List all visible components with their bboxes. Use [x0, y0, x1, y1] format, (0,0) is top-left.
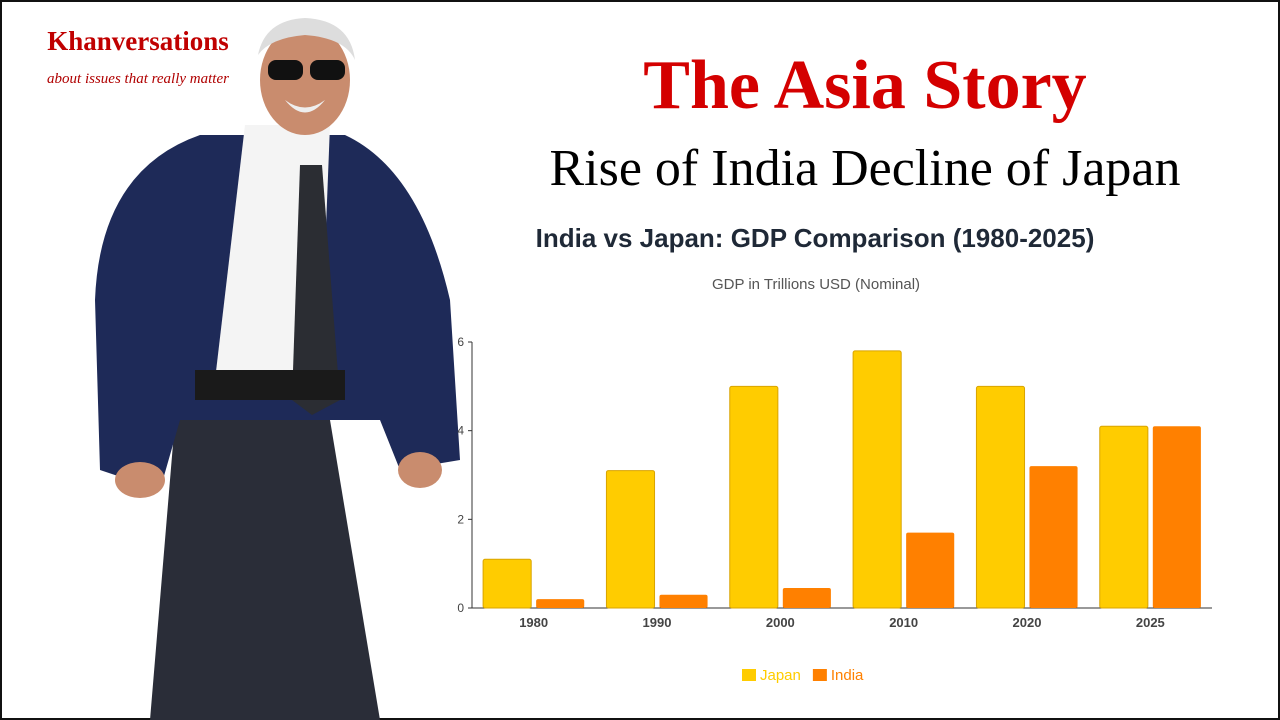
y-tick-label: 2 — [457, 512, 464, 526]
x-tick-label: 2020 — [1013, 615, 1042, 630]
chart-subtitle: GDP in Trillions USD (Nominal) — [712, 276, 920, 293]
y-tick-label: 4 — [457, 424, 464, 438]
y-tick-label: 6 — [457, 335, 464, 349]
bar — [1152, 426, 1201, 608]
chart: 0 2 4 6 1980 1990 2000 2010 2020 2025 Japan India — [457, 335, 1212, 684]
brand: Khanversations — [47, 26, 229, 56]
x-tick-label: 2000 — [766, 615, 795, 630]
y-tick-label: 0 — [457, 601, 464, 615]
bar — [906, 532, 955, 608]
tagline: about issues that really matter — [47, 71, 229, 87]
legend-swatch — [812, 669, 827, 681]
bar — [1029, 466, 1078, 608]
chart-title: India vs Japan: GDP Comparison (1980-202… — [536, 223, 1095, 253]
x-tick-label: 2025 — [1136, 615, 1165, 630]
bar — [1099, 425, 1149, 609]
bar — [729, 385, 779, 609]
legend-label: Japan — [760, 667, 801, 684]
bar — [659, 594, 708, 608]
x-tick-label: 1980 — [519, 615, 548, 630]
bar — [852, 350, 902, 609]
x-tick-label: 1990 — [643, 615, 672, 630]
presenter-figure — [95, 18, 460, 720]
headline: The Asia Story — [643, 47, 1086, 124]
legend-label: India — [831, 667, 864, 684]
bar — [482, 558, 532, 609]
bar — [605, 470, 656, 609]
subheadline: Rise of India Decline of Japan — [549, 140, 1180, 197]
bar — [975, 385, 1026, 609]
bar — [782, 588, 831, 608]
legend-swatch — [742, 669, 756, 681]
x-tick-label: 2010 — [889, 615, 918, 630]
bar — [536, 599, 585, 608]
